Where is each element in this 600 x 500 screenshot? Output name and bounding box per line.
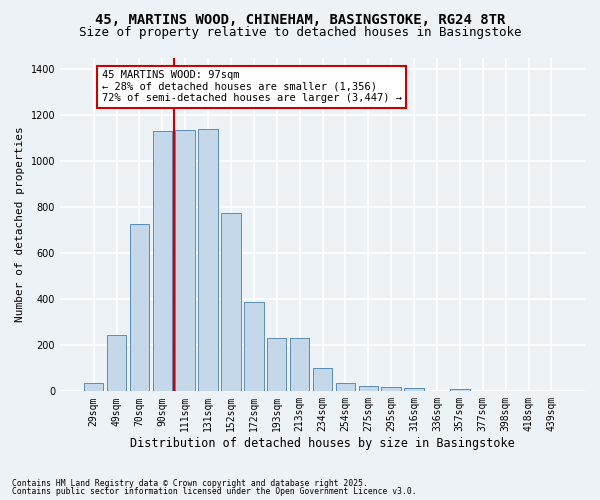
Text: 45, MARTINS WOOD, CHINEHAM, BASINGSTOKE, RG24 8TR: 45, MARTINS WOOD, CHINEHAM, BASINGSTOKE,…: [95, 12, 505, 26]
Text: Size of property relative to detached houses in Basingstoke: Size of property relative to detached ho…: [79, 26, 521, 39]
Bar: [175, 130, 195, 392]
Bar: [107, 335, 126, 392]
Text: Contains HM Land Registry data © Crown copyright and database right 2025.: Contains HM Land Registry data © Crown c…: [12, 478, 368, 488]
Bar: [290, 338, 310, 392]
Bar: [244, 302, 263, 392]
Bar: [267, 338, 286, 392]
Bar: [152, 131, 172, 392]
Bar: [404, 388, 424, 392]
Bar: [382, 386, 401, 392]
Text: Contains public sector information licensed under the Open Government Licence v3: Contains public sector information licen…: [12, 487, 416, 496]
Bar: [130, 224, 149, 392]
Bar: [335, 384, 355, 392]
Bar: [359, 386, 378, 392]
Bar: [313, 368, 332, 392]
Text: 45 MARTINS WOOD: 97sqm
← 28% of detached houses are smaller (1,356)
72% of semi-: 45 MARTINS WOOD: 97sqm ← 28% of detached…: [101, 70, 401, 103]
Bar: [199, 129, 218, 392]
Bar: [84, 384, 103, 392]
Bar: [221, 213, 241, 392]
X-axis label: Distribution of detached houses by size in Basingstoke: Distribution of detached houses by size …: [130, 437, 515, 450]
Y-axis label: Number of detached properties: Number of detached properties: [15, 126, 25, 322]
Bar: [450, 389, 470, 392]
